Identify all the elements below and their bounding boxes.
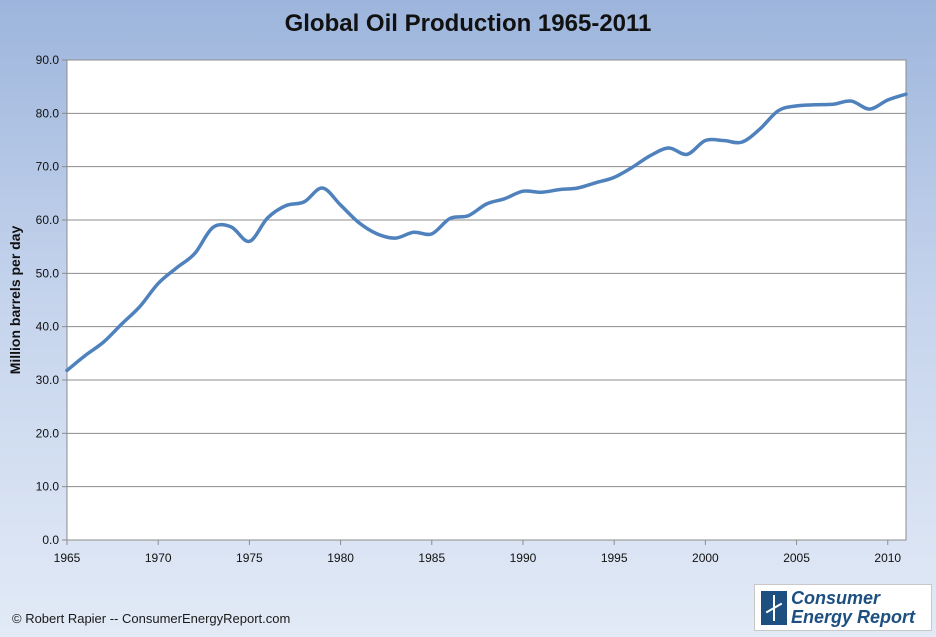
data-point [430,232,433,235]
data-point [485,203,488,206]
y-tick-label: 10.0 [36,480,60,494]
data-point [722,139,725,142]
data-point [467,214,470,217]
y-tick-label: 20.0 [36,426,60,440]
data-point [813,103,816,106]
x-tick-label: 1970 [145,551,172,565]
data-point [905,93,908,96]
x-tick-label: 2005 [783,551,810,565]
y-tick-label: 30.0 [36,373,60,387]
data-point [303,200,306,203]
logo-text: Consumer Energy Report [791,589,915,627]
data-point [886,99,889,102]
data-point [686,153,689,156]
data-point [558,188,561,191]
y-tick-label: 70.0 [36,160,60,174]
data-point [631,166,634,169]
data-point [394,237,397,240]
y-tick-label: 50.0 [36,266,60,280]
data-point [266,216,269,219]
data-point [412,231,415,234]
data-point [868,108,871,111]
x-tick-label: 2000 [692,551,719,565]
x-tick-label: 1975 [236,551,263,565]
data-point [321,187,324,190]
data-point [138,305,141,308]
data-point [102,341,105,344]
data-point [84,354,87,357]
data-point [376,232,379,235]
data-point [230,225,233,228]
data-point [284,204,287,207]
x-tick-label: 1985 [418,551,445,565]
data-point [357,221,360,224]
data-point [740,141,743,144]
data-point [175,267,178,270]
chart-title: Global Oil Production 1965-2011 [284,10,652,37]
data-point [193,252,196,255]
data-point [704,139,707,142]
data-point [850,100,853,103]
data-point [777,109,780,112]
data-point [339,204,342,207]
data-point [66,369,69,372]
data-point [503,197,506,200]
y-tick-label: 0.0 [42,533,59,547]
wind-turbine-icon [761,591,787,625]
consumer-energy-report-logo: Consumer Energy Report [754,584,932,631]
series-line [65,92,908,373]
y-tick-label: 60.0 [36,213,60,227]
data-point [795,104,798,107]
x-tick-label: 1990 [510,551,537,565]
data-point [521,190,524,193]
data-point [759,127,762,130]
y-tick-label: 90.0 [36,53,60,67]
data-point [540,191,543,194]
data-point [832,103,835,106]
y-axis-label: Million barrels per day [7,225,23,374]
logo-line2: Energy Report [791,607,916,627]
x-tick-label: 2010 [874,551,901,565]
x-tick-label: 1965 [54,551,81,565]
data-point [120,323,123,326]
data-point [649,154,652,157]
logo-line1: Consumer [791,588,881,608]
data-point [576,187,579,190]
data-point [248,240,251,243]
y-tick-label: 80.0 [36,106,60,120]
data-point [667,147,670,150]
plot-area [66,59,907,541]
data-point [157,282,160,285]
y-tick-label: 40.0 [36,320,60,334]
x-tick-label: 1980 [327,551,354,565]
data-point [449,217,452,220]
data-point [594,181,597,184]
copyright-text: © Robert Rapier -- ConsumerEnergyReport.… [12,611,291,626]
data-point [211,226,214,229]
data-point [613,176,616,179]
x-tick-label: 1995 [601,551,628,565]
